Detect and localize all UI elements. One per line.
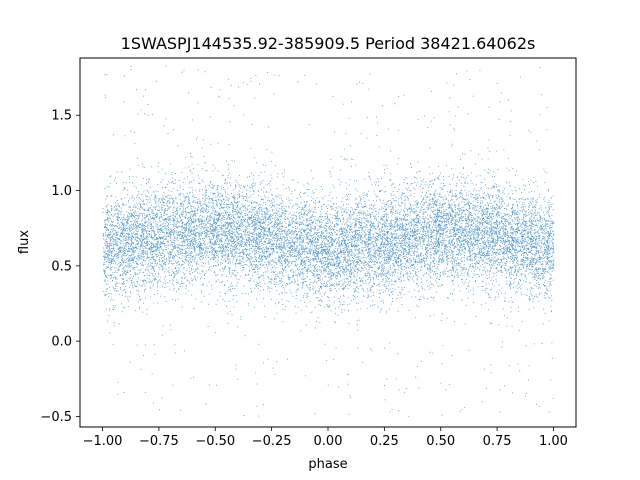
x-tick-label: −0.50 (195, 434, 235, 449)
y-tick-label: 0.5 (51, 259, 72, 274)
y-axis: −0.5 0.0 0.5 1.0 1.5 (40, 109, 80, 425)
y-tick-label: 1.5 (51, 109, 72, 124)
x-tick-label: −0.25 (252, 434, 292, 449)
x-tick-label: −0.75 (139, 434, 179, 449)
x-axis-label: phase (308, 457, 347, 472)
y-tick-label: 0.0 (51, 335, 72, 350)
x-tick-label: 1.00 (539, 434, 568, 449)
chart-title: 1SWASPJ144535.92-385909.5 Period 38421.6… (121, 34, 536, 53)
y-axis-label: flux (17, 230, 32, 254)
scatter-point-cloud (102, 65, 555, 417)
x-tick-label: 0.00 (314, 434, 343, 449)
data-points (102, 65, 555, 417)
y-tick-label: −0.5 (40, 410, 72, 425)
y-tick-label: 1.0 (51, 184, 72, 199)
x-axis: −1.00 −0.75 −0.50 −0.25 0.00 0.25 0.50 0.75 1.00 (83, 427, 568, 449)
x-tick-label: 0.50 (426, 434, 455, 449)
x-tick-label: −1.00 (83, 434, 123, 449)
x-tick-label: 0.75 (483, 434, 512, 449)
x-tick-label: 0.25 (370, 434, 399, 449)
